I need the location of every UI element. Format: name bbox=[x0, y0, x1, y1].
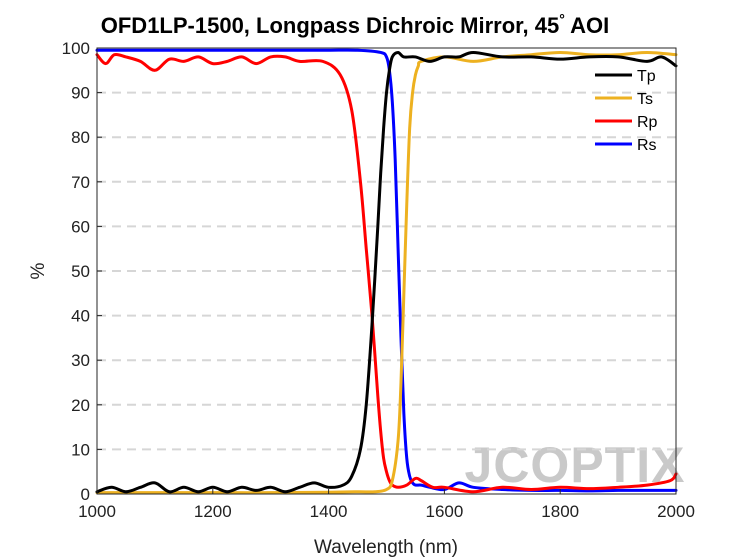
x-tick-label: 2000 bbox=[657, 502, 695, 521]
series-line-ts bbox=[95, 50, 678, 495]
tick-layer: 1000 1200 1400 1600 1800 2000 0 10 20 30 40 50 60 70 8… bbox=[62, 39, 695, 521]
y-tick-label: 100 bbox=[62, 39, 90, 58]
y-tick-label: 30 bbox=[71, 351, 90, 370]
y-tick-label: 80 bbox=[71, 128, 90, 147]
legend-label-rs: Rs bbox=[637, 137, 657, 154]
y-axis-label: % bbox=[28, 262, 49, 279]
y-tick-label: 20 bbox=[71, 396, 90, 415]
legend-label-ts: Ts bbox=[637, 91, 653, 108]
y-tick-label: 10 bbox=[71, 440, 90, 459]
x-tick-label: 1000 bbox=[78, 502, 116, 521]
x-tick-label: 1400 bbox=[310, 502, 348, 521]
chart-title-suffix: AOI bbox=[570, 13, 609, 38]
grid-layer bbox=[97, 91, 676, 451]
y-tick-label: 40 bbox=[71, 307, 90, 326]
x-tick-label: 1600 bbox=[425, 502, 463, 521]
x-tick-label: 1200 bbox=[194, 502, 232, 521]
legend: Tp Ts Rp Rs bbox=[595, 68, 658, 154]
series-layer bbox=[95, 48, 678, 495]
y-tick-label: 90 bbox=[71, 84, 90, 103]
legend-label-tp: Tp bbox=[637, 68, 656, 85]
x-tick-label: 1800 bbox=[541, 502, 579, 521]
y-tick-label: 60 bbox=[71, 217, 90, 236]
y-tick-label: 0 bbox=[81, 485, 90, 504]
chart-title-main: OFD1LP-1500, Longpass Dichroic Mirror, 4… bbox=[101, 13, 559, 38]
y-tick-label: 70 bbox=[71, 173, 90, 192]
chart-title-degree: ° bbox=[559, 11, 565, 27]
y-tick-label: 50 bbox=[71, 262, 90, 281]
legend-label-rp: Rp bbox=[637, 114, 658, 131]
x-axis-label: Wavelength (nm) bbox=[314, 537, 458, 558]
series-line-tp bbox=[95, 50, 678, 494]
chart-title: OFD1LP-1500, Longpass Dichroic Mirror, 4… bbox=[101, 11, 610, 38]
